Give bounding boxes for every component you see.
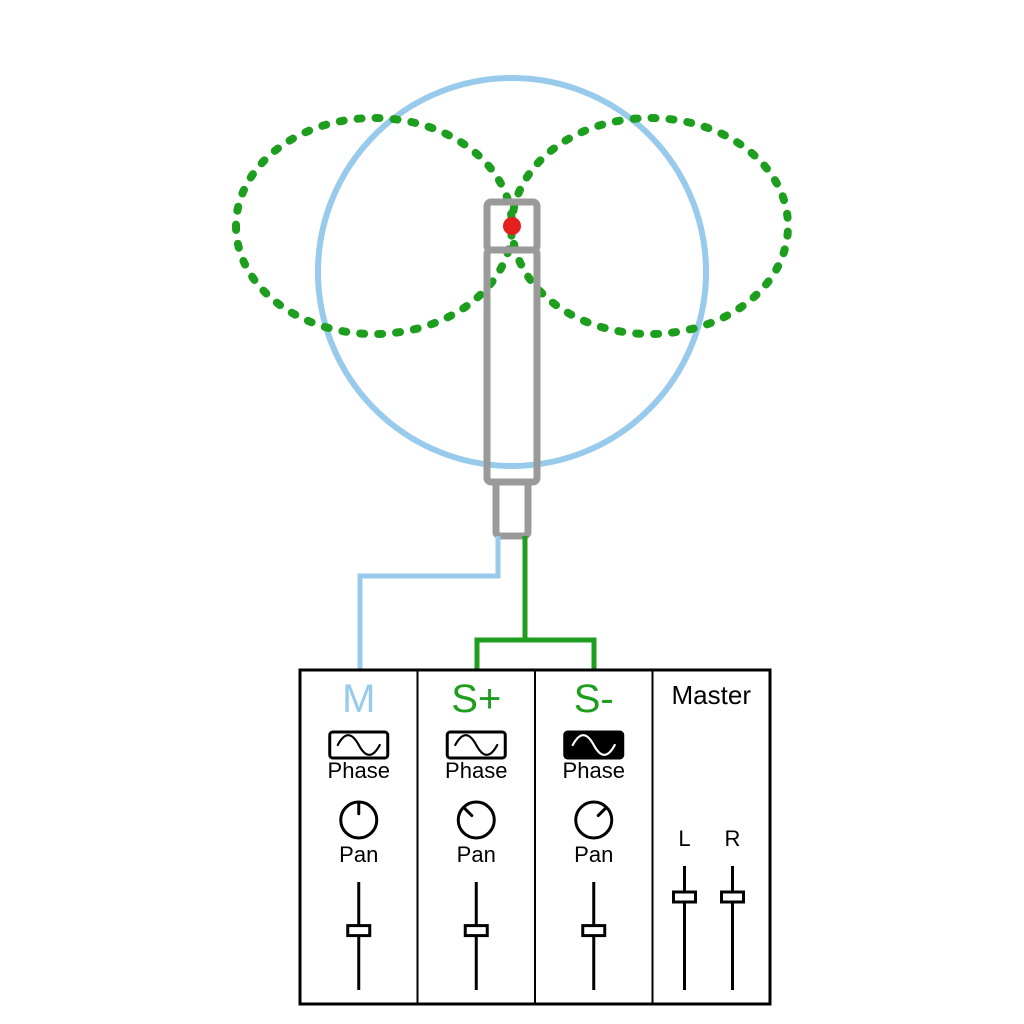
ms-mic-diagram: M Phase Pan S+ Phase Pan S- Phase Pan Master L R (0, 0, 1024, 1024)
master-label: Master (672, 680, 752, 710)
pan-label: Pan (339, 842, 378, 867)
fader-knob[interactable] (348, 926, 370, 936)
master-l-label: L (678, 826, 690, 851)
channel-label-sminus: S- (574, 677, 614, 721)
pan-label: Pan (457, 842, 496, 867)
phase-label: Phase (445, 758, 507, 783)
mic-coincident-point (503, 217, 521, 235)
fader-knob[interactable] (583, 926, 605, 936)
pan-label: Pan (574, 842, 613, 867)
phase-label: Phase (328, 758, 390, 783)
phase-label: Phase (563, 758, 625, 783)
fader-knob[interactable] (465, 926, 487, 936)
channel-label-m: M (342, 677, 375, 721)
master-r-label: R (725, 826, 741, 851)
master-fader-knob[interactable] (722, 892, 744, 902)
channel-label-splus: S+ (451, 677, 501, 721)
master-fader-knob[interactable] (674, 892, 696, 902)
